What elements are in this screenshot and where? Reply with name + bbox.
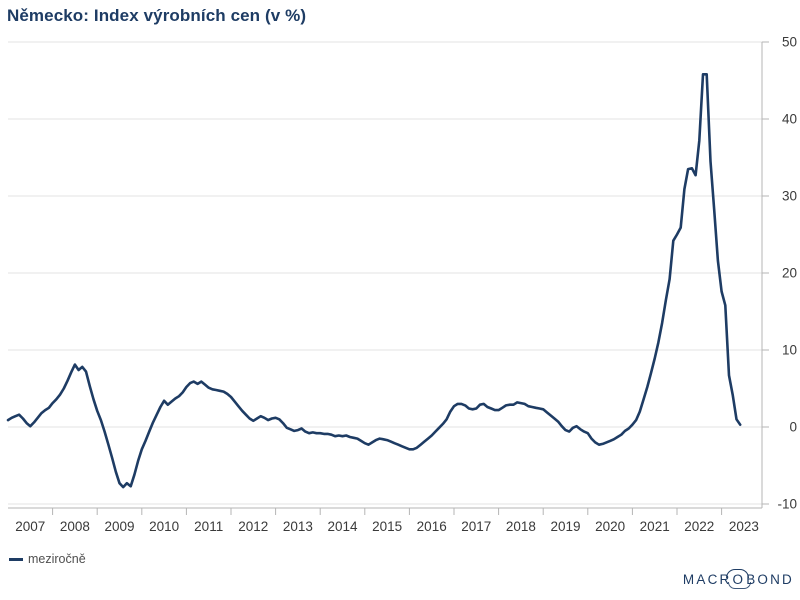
logo-text-post: BOND bbox=[746, 572, 794, 587]
x-tick-label: 2017 bbox=[461, 519, 491, 534]
macrobond-logo: MACR O BOND bbox=[682, 568, 794, 589]
x-tick-label: 2013 bbox=[283, 519, 313, 534]
legend-line-swatch bbox=[9, 557, 23, 561]
y-tick-label: 50 bbox=[782, 35, 797, 50]
x-tick-label: 2009 bbox=[104, 519, 134, 534]
x-tick-label: 2020 bbox=[595, 519, 625, 534]
legend: meziročně bbox=[9, 551, 86, 567]
x-tick-label: 2011 bbox=[194, 519, 223, 534]
logo-text-pre: MACR bbox=[682, 572, 732, 587]
x-tick-label: 2007 bbox=[15, 519, 45, 534]
gridlines bbox=[8, 41, 762, 505]
logo-orbit-o: O bbox=[726, 568, 751, 589]
y-tick-label: 30 bbox=[782, 189, 797, 204]
x-tick-label: 2012 bbox=[238, 519, 268, 534]
legend-label: meziročně bbox=[28, 552, 86, 566]
y-tick-label: 20 bbox=[782, 266, 797, 281]
x-tick-label: 2015 bbox=[372, 519, 402, 534]
x-tick-label: 2019 bbox=[550, 519, 580, 534]
y-tick-label: 40 bbox=[782, 112, 797, 127]
x-axis: 2007 2008 2009 2010 2011 2012 2013 2014 2015 2016… bbox=[8, 507, 762, 534]
y-tick-label: 10 bbox=[782, 343, 797, 358]
x-tick-label: 2023 bbox=[729, 519, 759, 534]
y-tick-label: 0 bbox=[789, 420, 797, 435]
series-line-mezirocne bbox=[6, 73, 742, 489]
page-title: Německo: Index výrobních cen (v %) bbox=[7, 6, 307, 25]
x-tick-label: 2010 bbox=[149, 519, 179, 534]
x-tick-label: 2022 bbox=[684, 519, 714, 534]
y-tick-label: -10 bbox=[777, 497, 797, 512]
x-tick-label: 2018 bbox=[506, 519, 536, 534]
x-tick-label: 2021 bbox=[640, 519, 670, 534]
x-tick-label: 2014 bbox=[327, 519, 358, 534]
y-axis: -10 0 10 20 30 40 50 bbox=[761, 35, 797, 512]
x-tick-label: 2016 bbox=[417, 519, 447, 534]
x-tick-label: 2008 bbox=[60, 519, 90, 534]
